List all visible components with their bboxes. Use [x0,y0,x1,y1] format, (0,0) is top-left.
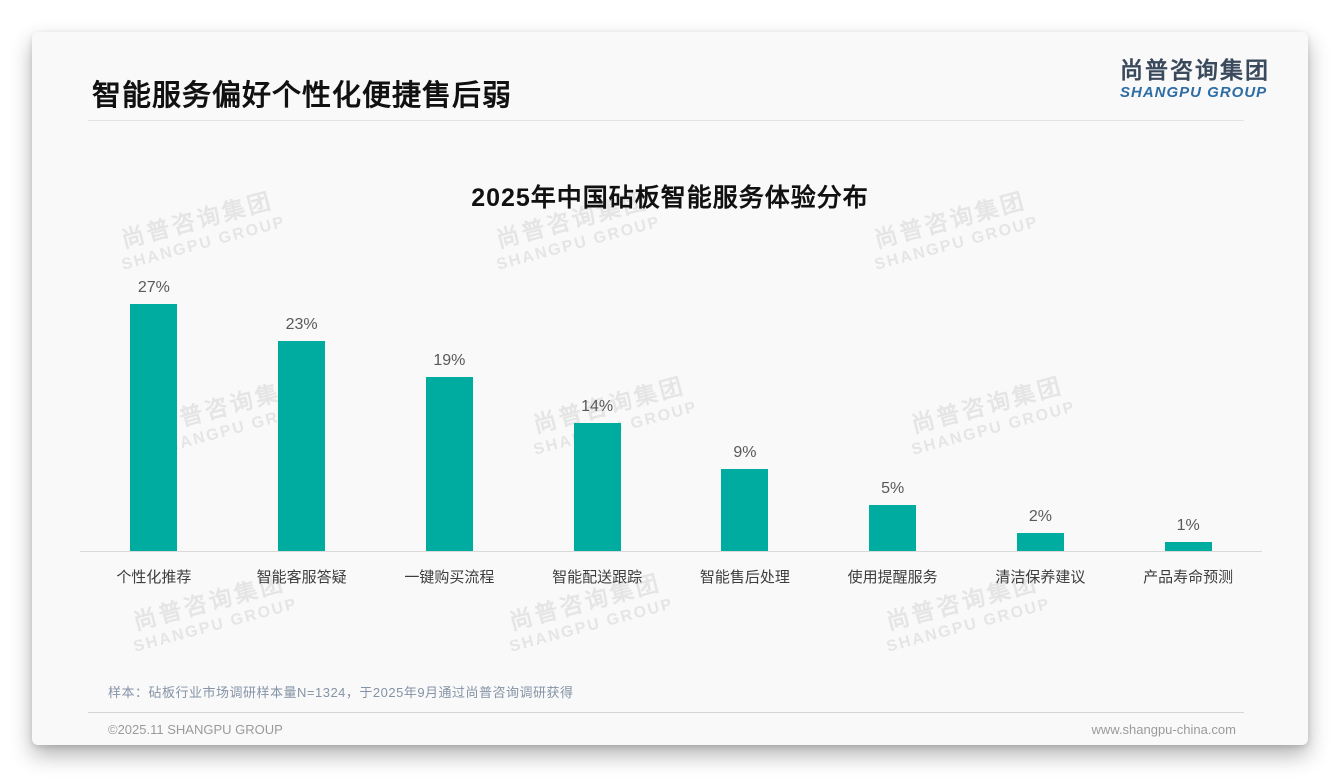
x-axis-label: 智能售后处理 [699,569,790,586]
bar-value-label: 9% [733,444,757,461]
x-axis-label: 产品寿命预测 [1143,569,1234,586]
bar-column: 5% [819,480,967,551]
bar-column: 19% [376,352,524,551]
bar-value-label: 14% [581,398,614,415]
bar [1016,533,1064,551]
bar-column: 1% [1114,517,1262,551]
x-axis-label: 智能客服答疑 [256,569,347,586]
x-axis-label: 清洁保养建议 [995,569,1086,586]
bar [869,505,917,551]
bar-value-label: 5% [881,480,905,497]
bar-column: 2% [967,508,1115,551]
bar [721,469,769,551]
chart-title: 2025年中国砧板智能服务体验分布 [471,184,869,212]
x-axis: 个性化推荐 智能客服答疑 一键购买流程 智能配送跟踪 智能售后处理 使用提醒服务 清洁保养建… [80,566,1262,587]
slide-card: 智能服务偏好个性化便捷售后弱 尚普咨询集团 SHANGPU GROUP 尚普咨询… [32,32,1308,745]
bar-column: 14% [523,398,671,551]
bar-value-label: 19% [433,352,466,369]
bar-column: 23% [228,316,376,551]
logo-chinese-text: 尚普咨询集团 [1120,57,1270,83]
x-axis-label: 个性化推荐 [116,569,192,586]
x-axis-label: 智能配送跟踪 [552,569,643,586]
page-title: 智能服务偏好个性化便捷售后弱 [92,80,513,112]
watermark-line2: SHANGPU GROUP [131,595,300,656]
bar-value-label: 1% [1176,517,1200,534]
bar [425,377,473,551]
bar-column: 9% [671,444,819,551]
company-logo: 尚普咨询集团 SHANGPU GROUP [1120,57,1270,102]
bar [1164,542,1212,551]
bar [130,304,178,551]
sample-note: 样本：砧板行业市场调研样本量N=1324，于2025年9月通过尚普咨询调研获得 [108,685,574,700]
x-axis-label: 使用提醒服务 [847,569,938,586]
bar-value-label: 27% [137,279,170,296]
plot-area: 27% 23% 19% 14% 9% 5% 2% 1% [80,212,1262,552]
watermark-line2: SHANGPU GROUP [507,595,676,656]
website-text: www.shangpu-china.com [1091,722,1236,737]
watermark-line2: SHANGPU GROUP [884,595,1053,656]
bar-column: 27% [80,279,228,551]
copyright-text: ©2025.11 SHANGPU GROUP [108,722,283,737]
bar [278,341,326,551]
logo-english-text: SHANGPU GROUP [1120,84,1268,102]
x-axis-label: 一键购买流程 [404,569,495,586]
header-divider [88,120,1244,121]
footer-divider [88,712,1244,713]
bar-value-label: 2% [1028,508,1052,525]
bar [573,423,621,551]
bar-value-label: 23% [285,316,318,333]
